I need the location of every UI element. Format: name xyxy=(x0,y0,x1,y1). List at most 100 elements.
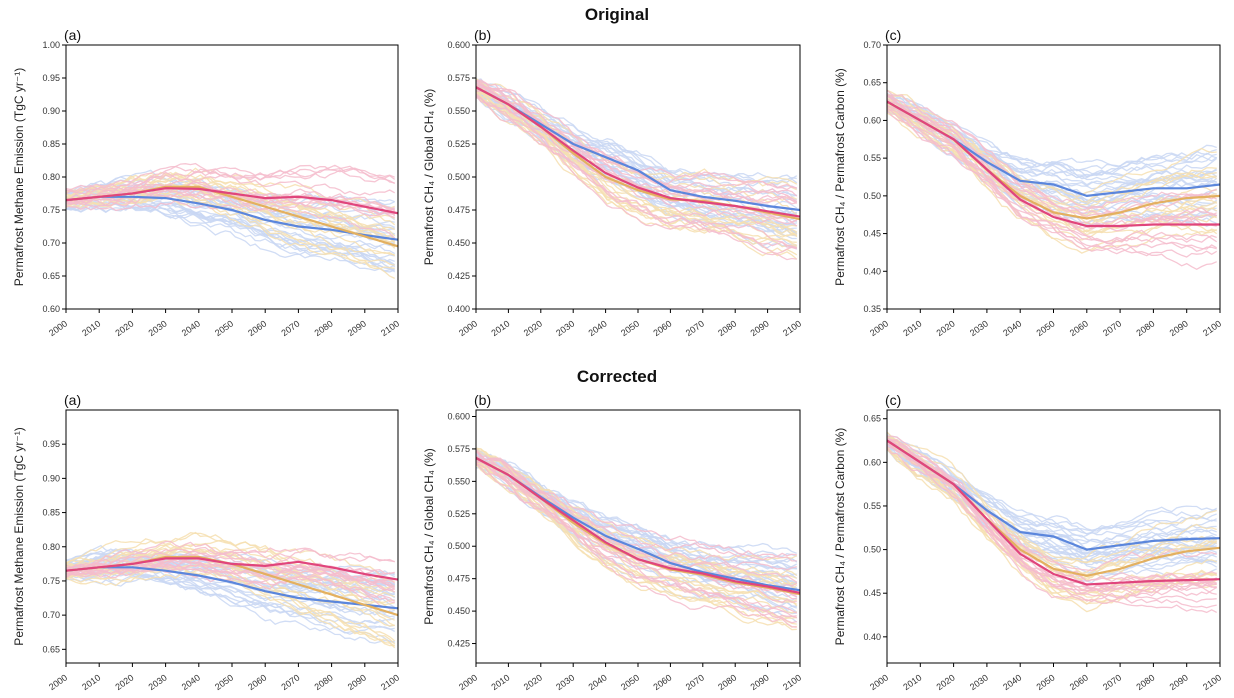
ensemble-line xyxy=(887,440,1218,597)
y-tick-label: 0.525 xyxy=(447,509,470,519)
chart-panel: 0.40 0.45 0.50 0.55 0.60 0.65 2000 2010 2020 2030… xyxy=(833,392,1223,692)
series-line xyxy=(887,439,1220,586)
y-tick-label: 0.80 xyxy=(42,542,60,552)
x-tick-label: 2000 xyxy=(457,318,479,338)
ensemble-line xyxy=(887,447,1217,603)
row-title-original: Original xyxy=(584,5,650,24)
y-tick-label: 0.35 xyxy=(863,304,881,314)
y-tick-label: 0.50 xyxy=(863,191,881,201)
y-tick-label: 0.475 xyxy=(447,574,470,584)
x-tick-label: 2020 xyxy=(522,318,544,338)
ensemble-line xyxy=(66,199,396,239)
x-tick-label: 2070 xyxy=(1101,318,1123,338)
y-axis-label: Permafrost CH₄ / Permafrost Carbon (%) xyxy=(833,428,847,646)
ensemble-line xyxy=(887,105,1217,255)
ensemble-line xyxy=(476,459,798,614)
y-tick-label: 0.90 xyxy=(42,473,60,483)
y-tick-label: 0.70 xyxy=(863,40,881,50)
y-axis-label: Permafrost Methane Emission (TgC yr⁻¹) xyxy=(12,68,26,286)
series-line xyxy=(66,566,398,610)
y-tick-label: 0.450 xyxy=(447,238,470,248)
ensemble-line xyxy=(66,197,396,269)
ensemble-line xyxy=(887,93,1217,172)
x-tick-label: 2100 xyxy=(379,672,401,692)
x-tick-label: 2010 xyxy=(489,318,511,338)
ensemble-line xyxy=(66,182,396,243)
ensemble-line xyxy=(66,563,395,610)
y-tick-label: 0.65 xyxy=(42,271,60,281)
x-tick-label: 2050 xyxy=(213,318,235,338)
ensemble-line xyxy=(66,539,395,586)
ensemble-line xyxy=(66,570,395,625)
ensemble-line xyxy=(887,106,1218,250)
ensemble-line xyxy=(66,531,395,583)
ensemble-line xyxy=(66,166,396,195)
x-tick-label: 2050 xyxy=(1035,672,1057,692)
x-tick-label: 2100 xyxy=(781,672,803,692)
y-tick-label: 0.425 xyxy=(447,271,470,281)
y-tick-label: 0.50 xyxy=(863,545,881,555)
x-tick-label: 2080 xyxy=(716,672,738,692)
x-tick-label: 2090 xyxy=(346,672,368,692)
x-tick-label: 2020 xyxy=(113,672,135,692)
x-tick-label: 2060 xyxy=(651,318,673,338)
x-tick-label: 2040 xyxy=(1001,318,1023,338)
x-tick-label: 2050 xyxy=(619,318,641,338)
x-tick-label: 2020 xyxy=(935,672,957,692)
x-tick-label: 2060 xyxy=(1068,318,1090,338)
x-tick-label: 2030 xyxy=(554,672,576,692)
x-tick-label: 2030 xyxy=(147,672,169,692)
series-line xyxy=(66,187,398,215)
ensemble-line xyxy=(887,109,1218,258)
y-tick-label: 0.60 xyxy=(863,457,881,467)
ensemble-line xyxy=(887,443,1217,609)
ensemble-line xyxy=(887,435,1217,572)
ensemble-line xyxy=(66,171,395,220)
x-tick-label: 2000 xyxy=(457,672,479,692)
ensemble-line xyxy=(476,80,797,189)
y-axis-label: Permafrost CH₄ / Permafrost Carbon (%) xyxy=(833,68,847,286)
ensemble-line xyxy=(887,440,1217,599)
y-tick-label: 0.80 xyxy=(42,172,60,182)
y-tick-label: 0.40 xyxy=(863,632,881,642)
x-tick-label: 2030 xyxy=(147,318,169,338)
x-tick-label: 2080 xyxy=(716,318,738,338)
x-tick-label: 2050 xyxy=(213,672,235,692)
y-tick-label: 0.85 xyxy=(42,508,60,518)
x-tick-label: 2000 xyxy=(47,672,69,692)
x-tick-label: 2080 xyxy=(313,318,335,338)
y-tick-label: 0.600 xyxy=(447,411,470,421)
ensemble-line xyxy=(476,461,797,624)
x-tick-label: 2060 xyxy=(246,672,268,692)
y-tick-label: 0.45 xyxy=(863,229,881,239)
panel-label: (b) xyxy=(474,27,491,43)
ensemble-line xyxy=(887,103,1217,211)
x-tick-label: 2040 xyxy=(587,672,609,692)
y-tick-label: 0.55 xyxy=(863,501,881,511)
series-line xyxy=(66,195,398,241)
ensemble-line xyxy=(476,78,798,186)
y-axis-label: Permafrost CH₄ / Global CH₄ (%) xyxy=(422,89,436,266)
x-tick-label: 2020 xyxy=(113,318,135,338)
x-tick-label: 2100 xyxy=(1201,672,1223,692)
x-tick-label: 2090 xyxy=(749,672,771,692)
y-tick-label: 0.550 xyxy=(447,106,470,116)
y-tick-label: 0.575 xyxy=(447,444,470,454)
y-tick-label: 0.65 xyxy=(863,414,881,424)
x-tick-label: 2040 xyxy=(180,672,202,692)
chart-panel: 0.425 0.450 0.475 0.500 0.525 0.550 0.575 0.600… xyxy=(422,392,803,692)
x-tick-label: 2090 xyxy=(346,318,368,338)
ensemble-lines xyxy=(887,431,1218,614)
ensemble-line xyxy=(66,564,396,647)
ensemble-line xyxy=(476,463,797,628)
ensemble-line xyxy=(887,110,1217,271)
x-tick-label: 2060 xyxy=(1068,672,1090,692)
ensemble-line xyxy=(887,446,1217,614)
x-tick-label: 2000 xyxy=(47,318,69,338)
ensemble-line xyxy=(476,93,797,261)
chart-panel: 0.65 0.70 0.75 0.80 0.85 0.90 0.95 2000 2010 2020… xyxy=(12,392,401,692)
ensemble-line xyxy=(66,563,396,591)
ensemble-line xyxy=(476,450,797,571)
x-tick-label: 2080 xyxy=(313,672,335,692)
